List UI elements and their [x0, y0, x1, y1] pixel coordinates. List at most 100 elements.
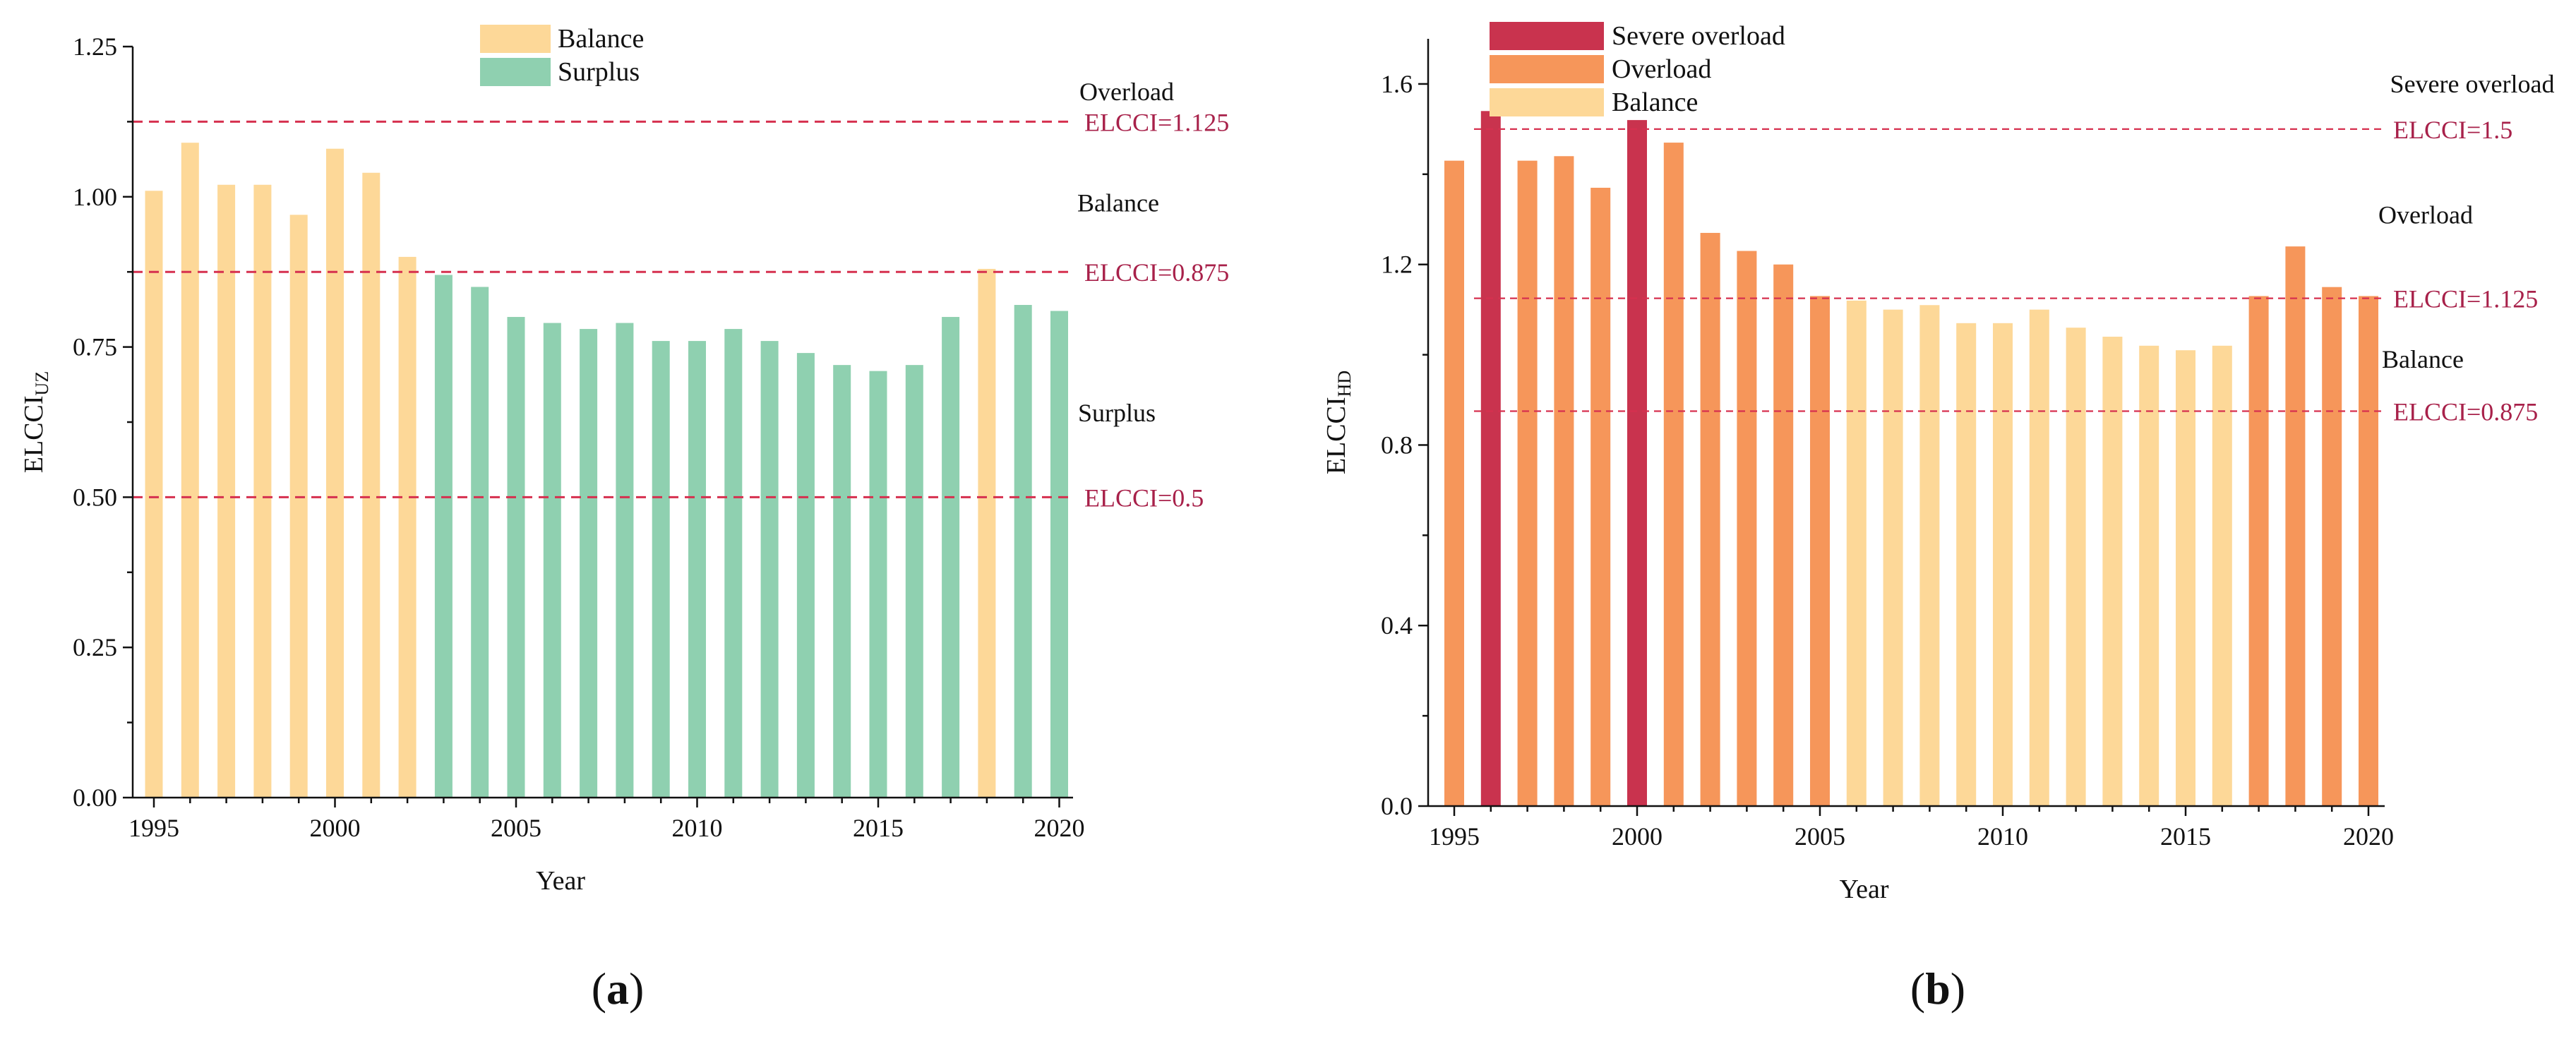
zone-label: Balance	[2382, 345, 2464, 373]
bar-1996	[1480, 111, 1501, 806]
legend-swatch-overload	[1490, 55, 1604, 83]
bar-2013	[796, 353, 815, 798]
bar-2001	[1663, 143, 1684, 807]
bar-2011	[724, 329, 743, 798]
reference-line-label: ELCCI=0.875	[2393, 398, 2538, 426]
bar-2017	[942, 317, 960, 798]
bar-2006	[1846, 300, 1867, 806]
bar-1995	[1444, 160, 1464, 806]
y-axis-title-subscript: HD	[1334, 371, 1355, 397]
y-axis-title-main: ELCCI	[19, 395, 49, 473]
panel-b-chart: ELCCI=1.5 ELCCI=1.125 ELCCI=0.875 Severe ov…	[1322, 21, 2554, 1014]
bar-1997	[1517, 160, 1538, 806]
bar-2009	[1956, 323, 1977, 806]
x-tick-label: 2000	[1612, 822, 1663, 851]
zone-label: Overload	[1079, 78, 1174, 106]
y-axis-title: ELCCIHD	[1322, 371, 1355, 474]
bar-2010	[688, 341, 706, 798]
bar-2010	[1993, 323, 2013, 806]
x-tick-label: 2015	[2160, 822, 2211, 851]
x-tick-label: 1995	[128, 814, 179, 842]
panel-label-open-paren: (	[1910, 963, 1925, 1014]
legend-swatch-balance	[480, 25, 551, 53]
panel-label: (a)	[592, 963, 645, 1014]
bar-2005	[1810, 296, 1830, 806]
zone-label: Balance	[1077, 188, 1159, 217]
panel-label-close-paren: )	[629, 963, 644, 1014]
bar-2020	[1050, 311, 1068, 798]
reference-line-label: ELCCI=0.5	[1084, 484, 1204, 512]
bar-2014	[833, 365, 851, 798]
bar-2002	[1700, 232, 1720, 807]
bar-2013	[2102, 337, 2123, 806]
y-tick-label: 0.00	[73, 783, 117, 812]
y-tick-label: 0.8	[1381, 431, 1413, 459]
y-axis-title-main: ELCCI	[1322, 397, 1351, 474]
y-tick-label: 0.75	[73, 333, 117, 361]
x-axis-title: Year	[1839, 875, 1888, 904]
x-tick-label: 2020	[2343, 822, 2394, 851]
bar-2009	[652, 341, 670, 798]
bar-2011	[2029, 309, 2049, 806]
y-tick-label: 1.2	[1381, 251, 1413, 279]
x-tick-label: 2005	[491, 814, 541, 842]
panel-label-open-paren: (	[592, 963, 606, 1014]
bar-2000	[326, 148, 344, 798]
x-tick-label: 2020	[1034, 814, 1085, 842]
legend-swatch-severe-overload	[1490, 22, 1604, 50]
legend-label: Balance	[1612, 88, 1698, 117]
bar-2016	[2212, 345, 2232, 806]
bar-2002	[398, 256, 417, 798]
y-tick-label: 1.6	[1381, 70, 1413, 98]
y-tick-label: 0.50	[73, 483, 117, 511]
legend-label: Surplus	[558, 57, 640, 87]
reference-line-label: ELCCI=1.5	[2393, 116, 2512, 144]
bar-2008	[1919, 305, 1940, 806]
bar-2018	[2285, 246, 2306, 807]
x-tick-label: 1995	[1429, 822, 1480, 851]
bar-2017	[2248, 296, 2269, 806]
zone-label: Overload	[2378, 200, 2473, 229]
bar-1999	[1590, 188, 1611, 807]
bar-1996	[181, 143, 199, 798]
bar-1998	[253, 184, 272, 798]
bar-1998	[1554, 156, 1574, 806]
x-tick-label: 2010	[1977, 822, 2028, 851]
x-tick-label: 2005	[1795, 822, 1845, 851]
bar-2014	[2139, 345, 2159, 806]
bar-1997	[217, 184, 236, 798]
y-tick-label: 1.00	[73, 183, 117, 211]
bar-2007	[580, 329, 598, 798]
bar-1999	[289, 215, 308, 798]
bar-1995	[145, 191, 163, 798]
bar-2003	[434, 275, 453, 798]
bar-2015	[2176, 350, 2195, 807]
bar-2019	[1014, 305, 1032, 798]
bar-2004	[1773, 264, 1794, 806]
legend-swatch-surplus	[480, 58, 551, 86]
y-tick-label: 0.0	[1381, 792, 1413, 820]
panel-label-letter: b	[1925, 963, 1951, 1014]
y-axis-title-subscript: UZ	[32, 371, 52, 396]
legend-swatch-balance	[1490, 88, 1604, 116]
panel-label-close-paren: )	[1951, 963, 1965, 1014]
bar-2000	[1627, 120, 1647, 806]
legend-label: Balance	[558, 24, 644, 54]
bar-2012	[2066, 328, 2086, 807]
legend-label: Overload	[1612, 54, 1711, 84]
bar-2005	[507, 317, 525, 798]
bar-2003	[1737, 251, 1757, 806]
bar-2015	[869, 371, 887, 798]
x-tick-label: 2015	[853, 814, 904, 842]
y-axis-title: ELCCIUZ	[19, 371, 52, 473]
reference-line-label: ELCCI=1.125	[1084, 108, 1229, 136]
zone-label: Severe overload	[2390, 70, 2555, 98]
panel-a-chart: ELCCI=1.125 ELCCI=0.875 ELCCI=0.5 Overload B…	[19, 24, 1229, 1014]
bar-2006	[543, 323, 561, 798]
x-axis-title: Year	[536, 866, 585, 896]
y-tick-label: 1.25	[73, 32, 117, 61]
panel-label-letter: a	[606, 963, 629, 1014]
legend-label: Severe overload	[1612, 21, 1785, 51]
reference-line-label: ELCCI=0.875	[1084, 258, 1229, 287]
